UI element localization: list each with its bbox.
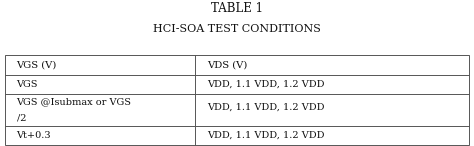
Bar — [5, 55, 469, 145]
Text: VGS (V): VGS (V) — [17, 61, 57, 70]
Text: VGS @Isubmax or VGS: VGS @Isubmax or VGS — [17, 97, 132, 106]
Text: /2: /2 — [17, 114, 26, 123]
Text: HCI-SOA TEST CONDITIONS: HCI-SOA TEST CONDITIONS — [153, 24, 321, 34]
Text: VGS: VGS — [17, 80, 38, 89]
Text: TABLE 1: TABLE 1 — [211, 2, 263, 15]
Text: VDD, 1.1 VDD, 1.2 VDD: VDD, 1.1 VDD, 1.2 VDD — [207, 80, 325, 89]
Text: VDD, 1.1 VDD, 1.2 VDD: VDD, 1.1 VDD, 1.2 VDD — [207, 131, 325, 140]
Text: Vt+0.3: Vt+0.3 — [17, 131, 51, 140]
Text: VDS (V): VDS (V) — [207, 61, 247, 70]
Text: VDD, 1.1 VDD, 1.2 VDD: VDD, 1.1 VDD, 1.2 VDD — [207, 103, 325, 112]
